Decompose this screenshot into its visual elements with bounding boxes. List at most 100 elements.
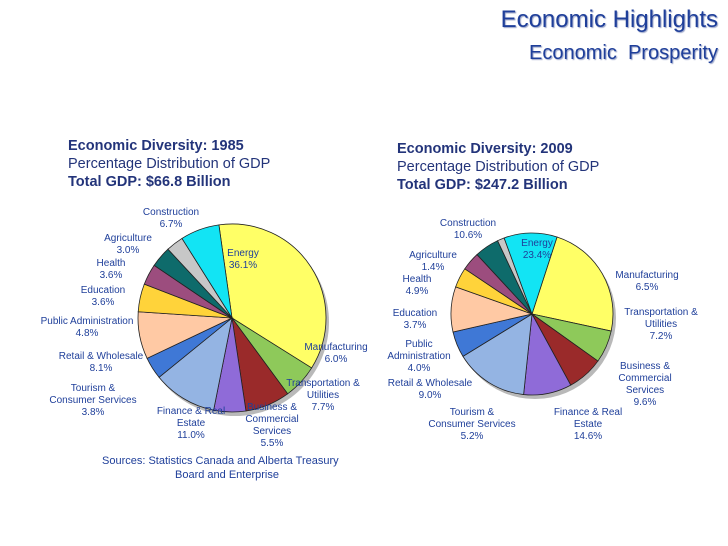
- slice-label-line: Public Administration: [40, 316, 134, 327]
- chart-total: Total GDP: $247.2 Billion: [397, 177, 568, 193]
- chart-subtitle: Percentage Distribution of GDP: [68, 156, 271, 172]
- slice-label-line: Business &: [246, 402, 298, 413]
- source-line-1: Sources: Statistics Canada and Alberta T…: [102, 455, 339, 467]
- slice-label-line: 5.5%: [260, 438, 284, 449]
- slice-label-line: Commercial: [618, 373, 672, 384]
- slice-label-1985-manufacturing: Manufacturing 6.0%: [304, 342, 367, 366]
- chart-title: Economic Diversity: 2009: [397, 141, 573, 157]
- slice-label-line: 36.1%: [228, 260, 258, 271]
- slice-label-line: Business &: [619, 361, 671, 372]
- slice-label-line: 11.0%: [177, 430, 205, 441]
- slice-label-line: Commercial: [245, 414, 299, 425]
- source-line-2: Board and Enterprise: [175, 469, 279, 481]
- slice-label-line: Administration: [387, 351, 451, 362]
- slice-label-line: 6.0%: [324, 354, 348, 365]
- pie-slice-1985-energy: [218, 223, 327, 369]
- chart-subtitle: Percentage Distribution of GDP: [397, 159, 600, 175]
- slice-label-1985-public-administration: Public Administration 4.8%: [41, 316, 134, 340]
- slice-label-line: Retail & Wholesale: [387, 378, 473, 389]
- slice-label-2009-manufacturing: Manufacturing 6.5%: [615, 270, 678, 294]
- slice-label-line: Agriculture: [104, 233, 152, 244]
- slice-label-1985-finance-and-real-estate: Finance & Real Estate 11.0%: [157, 406, 225, 442]
- slice-label-2009-business-and-commercial-services: Business & Commercial Services 9.6%: [618, 361, 671, 409]
- slice-label-line: 6.7%: [159, 219, 183, 230]
- slice-label-1985-retail-and-wholesale: Retail & Wholesale 8.1%: [59, 351, 143, 375]
- chart-header-2009: Economic Diversity: 2009 Percentage Dist…: [397, 140, 599, 194]
- slice-label-line: Finance & Real: [553, 407, 623, 418]
- slice-label-line: 7.2%: [649, 331, 673, 342]
- slice-label-line: Tourism &: [449, 407, 495, 418]
- slice-label-line: 9.6%: [633, 397, 657, 408]
- slice-label-2009-finance-and-real-estate: Finance & Real Estate 14.6%: [554, 407, 622, 443]
- slice-label-line: Education: [392, 308, 438, 319]
- slice-label-line: Retail & Wholesale: [58, 351, 144, 362]
- slice-label-1985-business-and-commercial-services: Business & Commercial Services 5.5%: [245, 402, 298, 450]
- slice-label-1985-energy: Energy 36.1%: [227, 248, 259, 272]
- slice-label-2009-agriculture: Agriculture 1.4%: [409, 250, 457, 274]
- slice-label-line: 6.5%: [635, 282, 659, 293]
- chart-title: Economic Diversity: 1985: [68, 138, 244, 154]
- slice-label-line: Health: [96, 258, 126, 269]
- slice-label-line: 7.7%: [311, 402, 335, 413]
- slice-label-line: Services: [625, 385, 665, 396]
- slice-label-line: Education: [80, 285, 126, 296]
- slice-label-line: Estate: [573, 419, 603, 430]
- slice-label-line: 3.6%: [99, 270, 123, 281]
- slice-label-line: Construction: [142, 207, 200, 218]
- slice-label-line: 4.0%: [407, 363, 431, 374]
- slice-label-1985-agriculture: Agriculture 3.0%: [104, 233, 152, 257]
- pie-slice-2009-energy: [531, 236, 614, 332]
- slice-label-line: Agriculture: [409, 250, 457, 261]
- slice-label-line: Estate: [176, 418, 206, 429]
- slice-label-2009-construction: Construction 10.6%: [440, 218, 496, 242]
- slice-label-1985-construction: Construction 6.7%: [143, 207, 199, 231]
- slice-label-line: 9.0%: [418, 390, 442, 401]
- slice-label-line: Finance & Real: [156, 406, 226, 417]
- slice-label-line: Utilities: [306, 390, 340, 401]
- slice-label-line: 3.7%: [403, 320, 427, 331]
- page-title: Economic Highlights: [500, 6, 718, 33]
- slice-label-line: Tourism &: [70, 383, 116, 394]
- slice-label-line: Public: [405, 339, 433, 350]
- slice-label-line: Health: [402, 274, 432, 285]
- slice-label-2009-retail-and-wholesale: Retail & Wholesale 9.0%: [388, 378, 472, 402]
- slice-label-1985-tourism-and-consumer-services: Tourism & Consumer Services 3.8%: [49, 383, 136, 419]
- slice-label-line: Construction: [439, 218, 497, 229]
- slice-label-line: Energy: [521, 238, 553, 249]
- slice-label-line: 3.0%: [116, 245, 140, 256]
- slice-label-line: Transportation &: [624, 307, 698, 318]
- slice-label-line: Utilities: [644, 319, 678, 330]
- slice-label-line: 3.6%: [91, 297, 115, 308]
- slice-label-line: Energy: [227, 248, 259, 259]
- slice-label-2009-energy: Energy 23.4%: [521, 238, 553, 262]
- slice-label-line: Manufacturing: [615, 270, 679, 281]
- slice-label-line: Consumer Services: [428, 419, 516, 430]
- page-subtitle: Economic Prosperity: [529, 42, 718, 64]
- pie-slice-1985-finance-and-real-estate: [158, 316, 233, 411]
- slice-label-line: 5.2%: [460, 431, 484, 442]
- pie-slice-1985-construction: [181, 224, 233, 319]
- slice-label-line: Consumer Services: [49, 395, 137, 406]
- slice-label-line: 3.8%: [81, 407, 105, 418]
- chart-header-1985: Economic Diversity: 1985 Percentage Dist…: [68, 137, 270, 191]
- slice-label-line: 23.4%: [522, 250, 552, 261]
- slice-label-2009-health: Health 4.9%: [403, 274, 432, 298]
- source-note: Sources: Statistics Canada and Alberta T…: [102, 454, 372, 482]
- slice-label-line: 4.9%: [405, 286, 429, 297]
- chart-total: Total GDP: $66.8 Billion: [68, 174, 231, 190]
- pie-slice-2009-construction: [503, 232, 558, 316]
- slice-label-2009-transportation-and-utilities: Transportation & Utilities 7.2%: [624, 307, 698, 343]
- slice-label-2009-education: Education 3.7%: [393, 308, 437, 332]
- slice-label-1985-transportation-and-utilities: Transportation & Utilities 7.7%: [286, 378, 360, 414]
- slice-label-line: 10.6%: [453, 230, 483, 241]
- slice-label-2009-public-administration: Public Administration 4.0%: [387, 339, 450, 375]
- pie-slice-2009-finance-and-real-estate: [462, 313, 533, 395]
- slice-label-line: Manufacturing: [304, 342, 368, 353]
- slice-label-line: 4.8%: [75, 328, 99, 339]
- slice-label-line: 8.1%: [89, 363, 113, 374]
- slice-label-2009-tourism-and-consumer-services: Tourism & Consumer Services 5.2%: [428, 407, 515, 443]
- slice-label-1985-education: Education 3.6%: [81, 285, 125, 309]
- slice-label-line: 1.4%: [421, 262, 445, 273]
- slice-label-line: 14.6%: [573, 431, 603, 442]
